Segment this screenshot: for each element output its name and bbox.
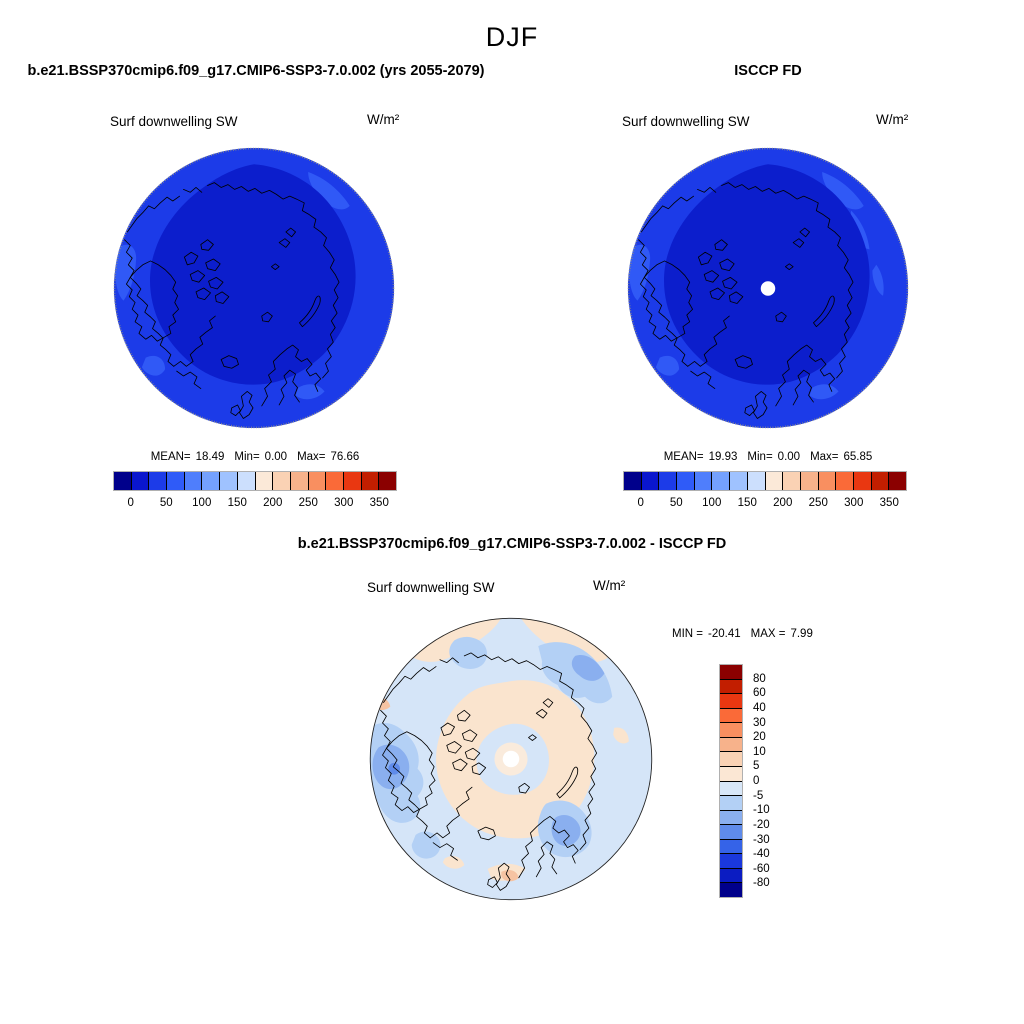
page-title: DJF bbox=[485, 22, 539, 52]
obs-colorbar-ticks: 0 50 100 150 200 250 300 350 bbox=[637, 497, 899, 509]
diff-colorbar-labels: 80 60 40 30 20 10 5 0 -5 -10 -20 -30 -40 -60 -80 bbox=[753, 672, 770, 890]
model-max-label: Max= bbox=[297, 451, 326, 463]
obs-polar-map bbox=[623, 143, 913, 433]
obs-case-title: ISCCP FD bbox=[734, 63, 802, 79]
diff-max-value: 7.99 bbox=[790, 628, 813, 640]
model-mean-label: MEAN= bbox=[150, 451, 191, 463]
model-case-title: b.e21.BSSP370cmip6.f09_g17.CMIP6-SSP3-7.… bbox=[27, 63, 485, 79]
model-max-value: 76.66 bbox=[330, 451, 360, 463]
diff-min-label: MIN = bbox=[672, 628, 703, 640]
diff-colorbar bbox=[719, 664, 743, 898]
obs-max-value: 65.85 bbox=[843, 451, 873, 463]
obs-mean-label: MEAN= bbox=[663, 451, 704, 463]
model-variable-label: Surf downwelling SW bbox=[110, 114, 238, 129]
diff-polar-map bbox=[365, 613, 657, 905]
obs-units-label: W/m² bbox=[876, 112, 909, 127]
diff-max-label: MAX = bbox=[750, 628, 786, 640]
obs-stats: MEAN= 19.93 Min= 0.00 Max= 65.85 bbox=[598, 451, 938, 463]
diff-units-label: W/m² bbox=[593, 578, 626, 593]
diff-stats: MIN = -20.41 MAX = 7.99 bbox=[672, 628, 813, 640]
obs-variable-label: Surf downwelling SW bbox=[622, 114, 750, 129]
obs-colorbar bbox=[623, 471, 907, 491]
model-min-value: 0.00 bbox=[264, 451, 288, 463]
obs-min-value: 0.00 bbox=[777, 451, 801, 463]
model-stats: MEAN= 18.49 Min= 0.00 Max= 76.66 bbox=[85, 451, 425, 463]
model-colorbar-ticks: 0 50 100 150 200 250 300 350 bbox=[127, 497, 389, 509]
obs-mean-value: 19.93 bbox=[708, 451, 738, 463]
diff-variable-label: Surf downwelling SW bbox=[367, 580, 495, 595]
model-units-label: W/m² bbox=[367, 112, 400, 127]
diff-min-value: -20.41 bbox=[708, 628, 741, 640]
model-mean-value: 18.49 bbox=[195, 451, 225, 463]
obs-min-label: Min= bbox=[747, 451, 773, 463]
model-polar-map bbox=[109, 143, 399, 433]
diff-case-title: b.e21.BSSP370cmip6.f09_g17.CMIP6-SSP3-7.… bbox=[297, 536, 727, 552]
model-colorbar bbox=[113, 471, 397, 491]
model-min-label: Min= bbox=[234, 451, 260, 463]
obs-max-label: Max= bbox=[810, 451, 839, 463]
